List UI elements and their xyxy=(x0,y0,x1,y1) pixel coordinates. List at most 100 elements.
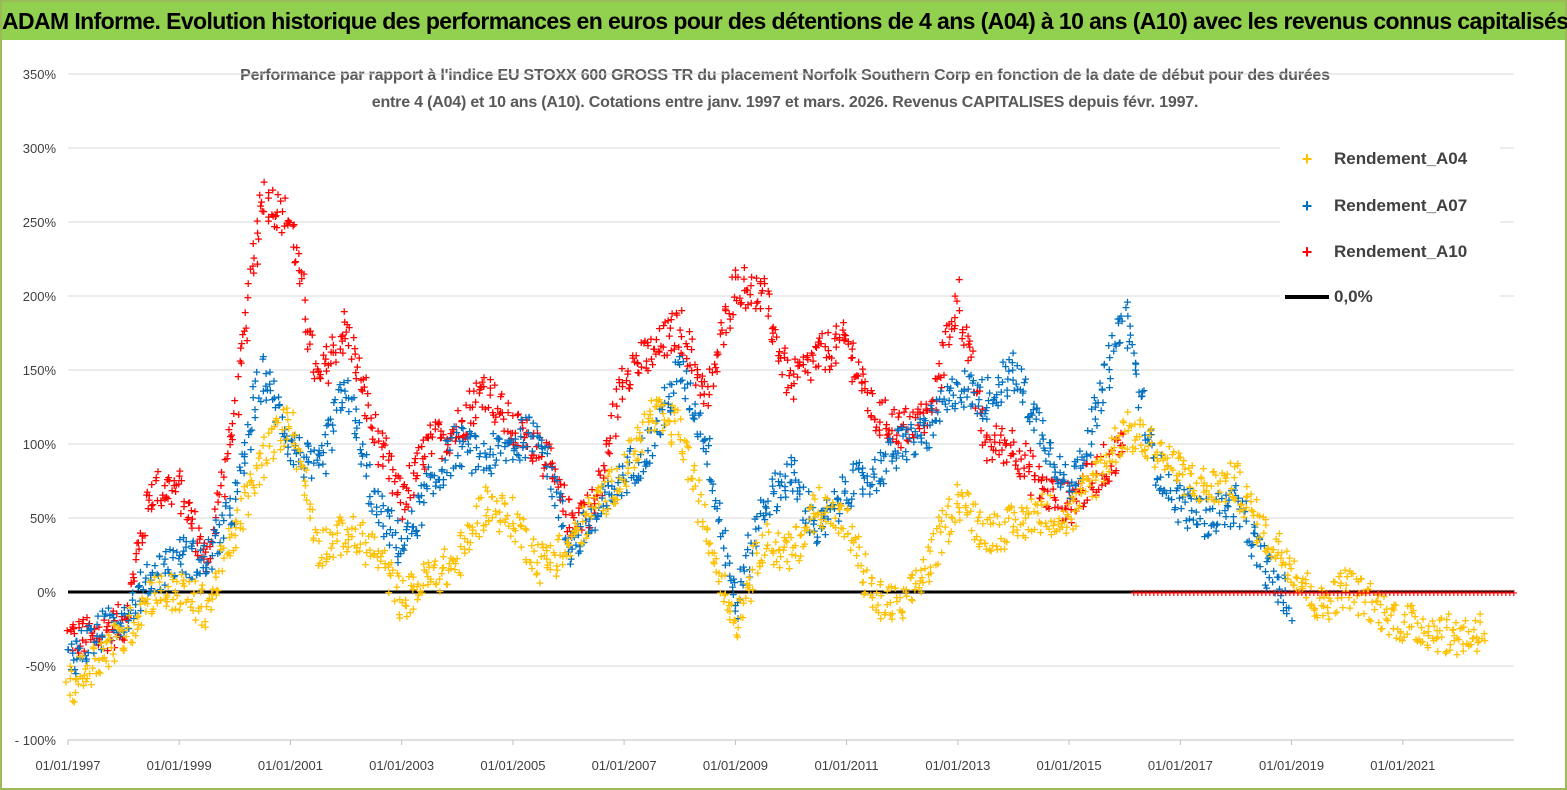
point-a07: + xyxy=(131,607,140,620)
point-a10: + xyxy=(518,422,527,435)
point-a07: + xyxy=(667,378,676,391)
point-a10: + xyxy=(835,331,844,344)
point-a10: + xyxy=(419,433,428,446)
point-a10: + xyxy=(659,341,668,354)
point-a07: + xyxy=(1052,472,1061,485)
point-a07: + xyxy=(196,543,205,556)
point-a10: + xyxy=(351,366,360,379)
point-a07: + xyxy=(555,490,564,503)
point-a04: + xyxy=(417,587,426,600)
point-a07: + xyxy=(787,475,796,488)
point-a07: + xyxy=(1123,309,1132,322)
point-a07: + xyxy=(997,396,1006,409)
point-a07: + xyxy=(295,431,304,444)
point-a10: + xyxy=(821,340,830,353)
point-a10: + xyxy=(127,577,136,590)
point-a07: + xyxy=(1126,328,1135,341)
point-a10: + xyxy=(1106,460,1115,473)
point-a07: + xyxy=(1008,364,1017,377)
point-a04: + xyxy=(1046,489,1055,502)
point-a07: + xyxy=(1224,493,1233,506)
point-a07: + xyxy=(1162,486,1171,499)
point-a07: + xyxy=(1158,487,1167,500)
point-a04: + xyxy=(583,528,592,541)
point-a04: + xyxy=(488,490,497,503)
point-a07: + xyxy=(77,624,86,637)
point-a10: + xyxy=(655,322,664,335)
point-a10: + xyxy=(306,325,315,338)
point-a04: + xyxy=(232,515,241,528)
point-a04: + xyxy=(719,595,728,608)
point-a07: + xyxy=(615,460,624,473)
point-a04: + xyxy=(508,491,517,504)
point-a07: + xyxy=(599,500,608,513)
point-a10: + xyxy=(472,377,481,390)
point-a07: + xyxy=(690,398,699,411)
point-a07: + xyxy=(426,471,435,484)
point-a07: + xyxy=(124,622,133,635)
point-a10: + xyxy=(870,412,879,425)
point-a07: + xyxy=(457,421,466,434)
point-a07: + xyxy=(306,445,315,458)
point-a07: + xyxy=(759,509,768,522)
point-a07: + xyxy=(1032,402,1041,415)
point-a10: + xyxy=(600,463,609,476)
point-a07: + xyxy=(827,499,836,512)
point-a07: + xyxy=(1212,524,1221,537)
point-a07: + xyxy=(762,502,771,515)
point-a07: + xyxy=(1262,555,1271,568)
point-a10: + xyxy=(756,275,765,288)
point-a07: + xyxy=(574,528,583,541)
point-a07: + xyxy=(1205,502,1214,515)
point-a10: + xyxy=(740,261,749,274)
point-a10: + xyxy=(1040,483,1049,496)
point-a10: + xyxy=(719,338,728,351)
point-a10: + xyxy=(1103,475,1112,488)
point-a07: + xyxy=(841,475,850,488)
point-a10: + xyxy=(268,183,277,196)
point-a07: + xyxy=(1274,571,1283,584)
point-a04: + xyxy=(175,603,184,616)
point-a07: + xyxy=(372,508,381,521)
point-a04: + xyxy=(171,585,180,598)
point-a07: + xyxy=(516,422,525,435)
point-a10: + xyxy=(374,435,383,448)
point-a07: + xyxy=(1003,383,1012,396)
point-a04: + xyxy=(180,580,189,593)
point-a04: + xyxy=(104,628,113,641)
point-a07: + xyxy=(407,527,416,540)
point-a10: + xyxy=(793,370,802,383)
point-a07: + xyxy=(424,460,433,473)
point-a04: + xyxy=(640,407,649,420)
point-a07: + xyxy=(379,519,388,532)
point-a10: + xyxy=(1075,485,1084,498)
point-a10: + xyxy=(585,521,594,534)
point-a10: + xyxy=(499,424,508,437)
point-a10: + xyxy=(367,411,376,424)
point-a04: + xyxy=(630,461,639,474)
point-a07: + xyxy=(618,469,627,482)
x-tick-label: 01/01/2013 xyxy=(925,758,990,773)
point-a07: + xyxy=(768,480,777,493)
point-a07: + xyxy=(750,536,759,549)
point-a04: + xyxy=(688,472,697,485)
point-a04: + xyxy=(114,621,123,634)
point-a07: + xyxy=(428,469,437,482)
point-a04: + xyxy=(311,523,320,536)
point-a07: + xyxy=(1146,423,1155,436)
point-a04: + xyxy=(206,603,215,616)
point-a07: + xyxy=(788,484,797,497)
point-a04: + xyxy=(150,587,159,600)
point-a04: + xyxy=(678,447,687,460)
point-a10: + xyxy=(458,414,467,427)
point-a04: + xyxy=(100,651,109,664)
point-a07: + xyxy=(942,403,951,416)
point-a07: + xyxy=(830,502,839,515)
point-a07: + xyxy=(763,495,772,508)
point-a04: + xyxy=(689,463,698,476)
point-a07: + xyxy=(1138,385,1147,398)
point-a07: + xyxy=(962,390,971,403)
point-a10: + xyxy=(605,447,614,460)
point-a07: + xyxy=(1164,468,1173,481)
point-a10: + xyxy=(747,270,756,283)
